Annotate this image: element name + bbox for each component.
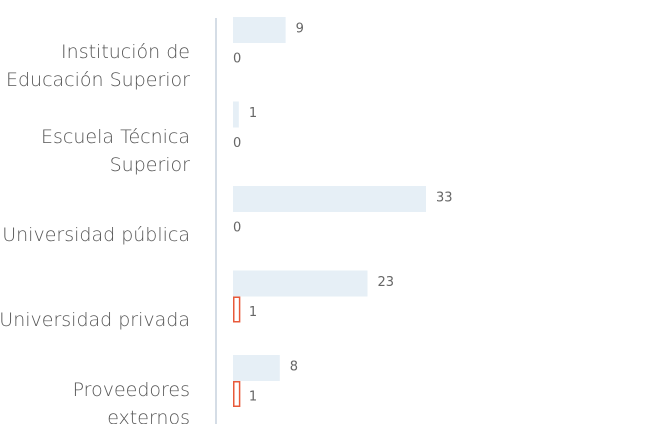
value-label: 9 bbox=[296, 22, 304, 37]
category-label: Escuela Técnica Superior bbox=[41, 125, 190, 176]
category-label: Proveedores externos bbox=[72, 379, 190, 424]
category-label: Universidad pública bbox=[2, 224, 190, 246]
value-label: 0 bbox=[233, 221, 241, 236]
value-label: 23 bbox=[378, 275, 395, 290]
bar bbox=[233, 186, 426, 212]
bar bbox=[233, 296, 241, 323]
bar bbox=[233, 17, 286, 43]
bar bbox=[233, 101, 239, 128]
value-label: 1 bbox=[249, 106, 257, 121]
value-label: 0 bbox=[233, 136, 241, 151]
bar bbox=[233, 270, 368, 297]
category-label: Universidad privada bbox=[0, 308, 190, 331]
value-label: 1 bbox=[249, 390, 257, 405]
bar bbox=[233, 381, 241, 407]
value-label: 0 bbox=[233, 52, 241, 67]
value-label: 33 bbox=[436, 191, 453, 206]
bar bbox=[233, 355, 280, 381]
value-label: 1 bbox=[249, 305, 257, 320]
category-label: Institución de Educación Superior bbox=[5, 41, 190, 91]
value-label: 8 bbox=[290, 360, 298, 375]
